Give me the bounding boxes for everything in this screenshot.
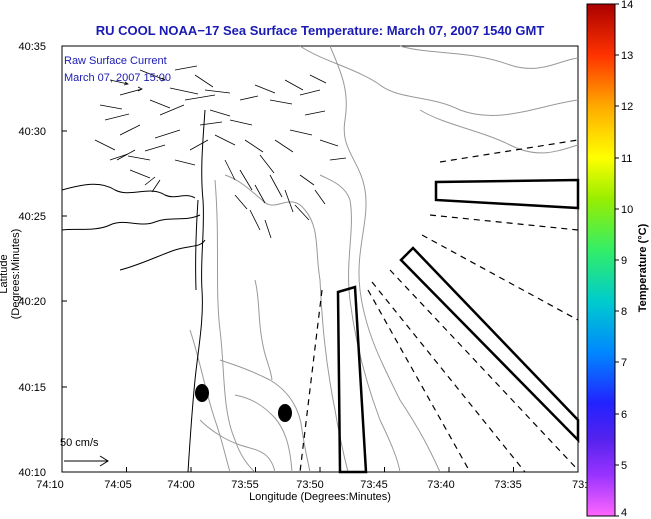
x-axis-ticks xyxy=(61,467,514,472)
survey-outlines xyxy=(336,178,580,474)
y-tick-label: 40:25 xyxy=(18,211,46,223)
figure-title: RU COOL NOAA−17 Sea Surface Temperature:… xyxy=(95,23,545,38)
outline-north xyxy=(434,178,580,210)
x-tick-label: 74:10 xyxy=(36,479,64,491)
x-tick-labels: 74:10 74:05 74:00 73:55 73:50 73:45 73:4… xyxy=(36,479,599,491)
colorbar-tick-label: 14 xyxy=(621,0,633,11)
y-axis-ticks xyxy=(62,45,67,473)
x-tick-label: 74:00 xyxy=(167,479,195,491)
x-tick-label: 73:55 xyxy=(231,479,259,491)
marker-1 xyxy=(195,384,209,402)
colorbar-ticks xyxy=(615,3,619,517)
current-legend-time: March 07, 2007 15:00 xyxy=(64,72,172,84)
colorbar-tick-label: 5 xyxy=(621,460,627,472)
colorbar-tick-label: 7 xyxy=(621,357,627,369)
coastline xyxy=(61,109,206,473)
colorbar-tick-label: 9 xyxy=(621,255,627,267)
marker-2 xyxy=(278,404,292,422)
colorbar-tick-label: 4 xyxy=(621,507,627,519)
y-tick-label: 40:15 xyxy=(18,382,46,394)
colorbar-tick-label: 6 xyxy=(621,409,627,421)
colorbar-tick-label: 8 xyxy=(621,306,627,318)
colorbar xyxy=(586,3,616,517)
current-legend-title: Raw Surface Current xyxy=(64,55,167,67)
y-tick-labels: 40:35 40:30 40:25 40:20 40:15 40:10 xyxy=(18,41,46,479)
scale-arrow xyxy=(64,455,109,467)
plot-frame xyxy=(61,45,579,473)
colorbar-label: Temperature (°C) xyxy=(637,223,649,313)
colorbar-tick-label: 10 xyxy=(621,204,633,216)
x-tick-label: 73:45 xyxy=(360,479,388,491)
y-tick-label: 40:10 xyxy=(18,467,46,479)
y-tick-label: 40:35 xyxy=(18,41,46,53)
colorbar-tick-labels: 14 13 12 11 10 9 8 7 6 5 4 xyxy=(621,0,633,519)
colorbar-tick-label: 11 xyxy=(621,153,632,165)
outline-south xyxy=(336,285,368,474)
x-axis-label: Longitude (Degrees:Minutes) xyxy=(249,491,391,503)
y-axis-label: Latitude (Degrees:Minutes) xyxy=(0,228,22,320)
depth-contours xyxy=(189,45,579,473)
x-tick-label: 73:35 xyxy=(494,479,522,491)
x-tick-label: 74:05 xyxy=(104,479,132,491)
x-tick-label: 73:40 xyxy=(427,479,455,491)
y-tick-label: 40:30 xyxy=(18,126,46,138)
surface-current-vectors xyxy=(94,65,347,239)
x-tick-label: 73:50 xyxy=(296,479,324,491)
dashed-transects xyxy=(299,139,579,473)
y-tick-label: 40:20 xyxy=(18,296,46,308)
current-legend: Raw Surface Current March 07, 2007 15:00 xyxy=(64,53,171,87)
colorbar-tick-label: 12 xyxy=(621,101,633,113)
colorbar-tick-label: 13 xyxy=(621,50,633,62)
outline-diagonal xyxy=(399,246,580,444)
scale-arrow-label: 50 cm/s xyxy=(60,437,99,449)
